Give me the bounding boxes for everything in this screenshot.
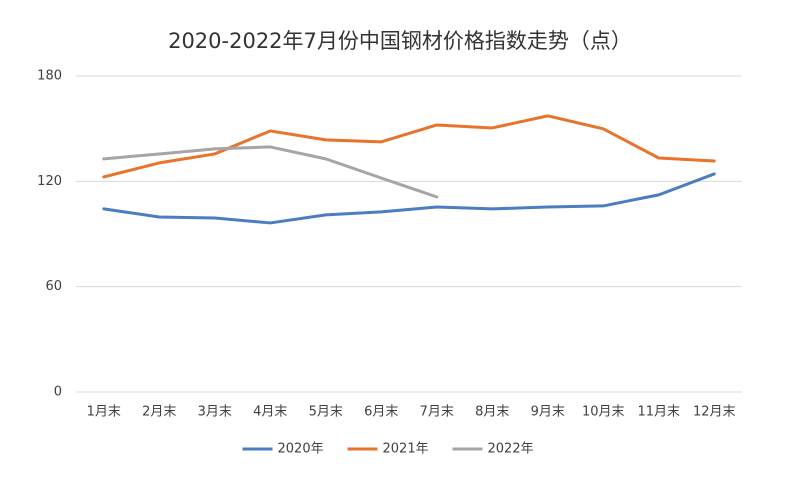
x-tick-label: 4月末 bbox=[253, 405, 287, 420]
x-tick-label: 12月末 bbox=[693, 405, 736, 420]
x-tick-label: 6月末 bbox=[364, 405, 398, 420]
y-tick-label: 60 bbox=[45, 279, 62, 294]
x-tick-label: 1月末 bbox=[87, 405, 121, 420]
x-tick-label: 5月末 bbox=[309, 405, 343, 420]
line-series bbox=[102, 114, 716, 179]
legend-label: 2021年 bbox=[383, 442, 429, 457]
legend-label: 2020年 bbox=[278, 442, 324, 457]
x-tick-label: 8月末 bbox=[475, 405, 509, 420]
x-tick-label: 3月末 bbox=[198, 405, 232, 420]
y-tick-label: 180 bbox=[37, 69, 62, 84]
x-tick-label: 2月末 bbox=[142, 405, 176, 420]
legend-label: 2022年 bbox=[488, 442, 534, 457]
line-series bbox=[102, 172, 716, 225]
x-tick-label: 7月末 bbox=[420, 405, 454, 420]
x-tick-label: 11月末 bbox=[637, 405, 680, 420]
x-tick-label: 9月末 bbox=[531, 405, 565, 420]
chart-title: 2020-2022年7月份中国钢材价格指数走势（点） bbox=[168, 29, 632, 53]
y-tick-label: 120 bbox=[37, 174, 62, 189]
x-tick-label: 10月末 bbox=[582, 405, 625, 420]
line-series bbox=[102, 145, 439, 199]
y-tick-label: 0 bbox=[54, 385, 62, 400]
